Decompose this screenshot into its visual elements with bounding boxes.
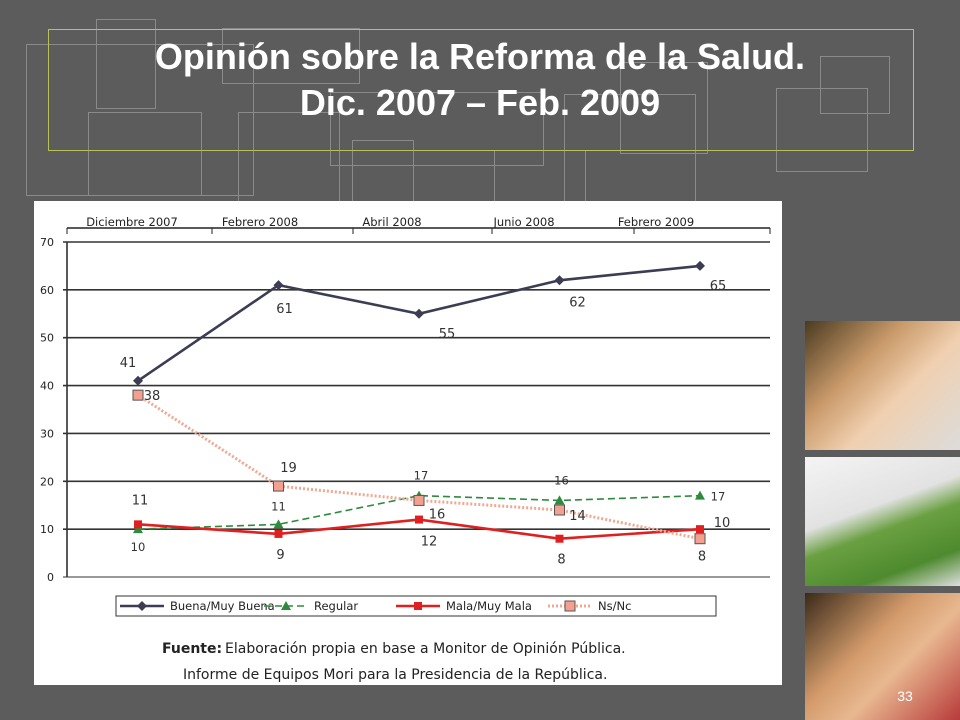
square-outline-marker (694, 533, 706, 545)
data-label: 17 (414, 469, 429, 483)
data-label: 17 (711, 490, 726, 504)
y-tick-label: 30 (40, 427, 54, 440)
data-label: 55 (439, 327, 456, 342)
diamond-marker (273, 280, 284, 291)
square-outline-marker (413, 494, 425, 506)
square-outline-marker (564, 600, 576, 612)
diamond-marker (133, 375, 143, 386)
data-label: 16 (554, 473, 569, 487)
square-marker (555, 534, 564, 543)
legend-label: Mala/Muy Mala (446, 599, 532, 613)
x-tick-label: Abril 2008 (362, 215, 421, 229)
photo-children (805, 593, 960, 720)
decorative-frame (620, 62, 708, 154)
x-tick-label: Febrero 2008 (222, 215, 298, 229)
data-label: 19 (280, 461, 297, 476)
triangle-marker (695, 490, 705, 500)
data-labels: 41 61 55 62 65 10 11 17 16 17 11 9 12 8 10 38 19 16 14 8 (120, 279, 731, 568)
diamond-marker (695, 260, 705, 271)
source-label: Fuente: (162, 641, 222, 657)
series-markers (132, 260, 706, 545)
y-tick-label: 0 (47, 571, 54, 584)
data-label: 16 (429, 507, 446, 522)
chart-panel: Diciembre 2007 Febrero 2008 Abril 2008 Juni… (34, 201, 782, 685)
data-label: 11 (271, 499, 286, 513)
triangle-marker (273, 519, 284, 529)
legend-label: Buena/Muy Buena (170, 599, 275, 613)
x-tick-label: Junio 2008 (492, 215, 554, 229)
square-marker (415, 515, 423, 524)
title-line-2: Dic. 2007 – Feb. 2009 (299, 82, 661, 123)
data-label: 8 (557, 553, 565, 568)
data-label: 9 (276, 548, 284, 563)
line-chart: Diciembre 2007 Febrero 2008 Abril 2008 Juni… (40, 215, 771, 683)
square-marker (414, 602, 422, 610)
square-outline-marker (132, 389, 144, 401)
x-axis-labels: Diciembre 2007 Febrero 2008 Abril 2008 Juni… (86, 215, 694, 229)
decorative-frame (330, 92, 544, 166)
title-line-1: Opinión sobre la Reforma de la Salud. (154, 36, 806, 77)
photo-girl-grandmother (805, 321, 960, 450)
y-axis-labels: 0 10 20 30 40 50 60 70 (40, 236, 54, 584)
y-tick-label: 40 (40, 380, 54, 393)
grid (63, 227, 771, 578)
legend-label: Regular (314, 599, 358, 613)
x-tick-label: Diciembre 2007 (86, 215, 178, 229)
data-label: 12 (421, 535, 438, 550)
square-marker (696, 525, 704, 534)
data-label: 10 (131, 540, 146, 554)
square-outline-marker (554, 504, 565, 516)
legend: Buena/Muy Buena Regular Mala/Muy Mala Ns/Nc (115, 595, 717, 617)
y-tick-label: 10 (40, 523, 54, 536)
series-line-0 (137, 264, 701, 382)
title-frame (48, 29, 914, 151)
diamond-marker (414, 308, 424, 319)
y-tick-label: 50 (40, 332, 54, 345)
data-label: 38 (144, 389, 161, 404)
decorative-frame (88, 112, 202, 196)
data-label: 61 (276, 302, 293, 317)
data-label: 10 (714, 516, 731, 531)
photo-father-baby (805, 457, 960, 586)
triangle-marker (281, 601, 291, 610)
square-marker (134, 520, 142, 529)
decorative-frame (222, 28, 360, 84)
source-line-1: Elaboración propia en base a Monitor de … (225, 641, 626, 657)
triangle-marker (133, 524, 143, 534)
data-label: 65 (710, 279, 727, 294)
square-outline-marker (273, 480, 284, 492)
slide-title: Opinión sobre la Reforma de la Salud. Di… (48, 34, 912, 126)
diamond-marker (554, 275, 565, 286)
data-label: 11 (132, 493, 149, 508)
square-marker (274, 529, 283, 538)
decorative-frame (494, 150, 586, 202)
data-label: 62 (569, 295, 586, 310)
y-tick-label: 20 (40, 475, 54, 488)
source-line-2: Informe de Equipos Mori para la Presiden… (183, 667, 607, 683)
data-label: 41 (120, 356, 137, 371)
triangle-marker (554, 495, 565, 505)
decorative-frame (820, 56, 890, 114)
page-number: 33 (897, 688, 913, 704)
y-tick-label: 70 (40, 236, 54, 249)
data-label: 14 (569, 509, 586, 524)
decorative-frame (96, 19, 156, 109)
data-label: 8 (698, 550, 706, 565)
diamond-marker (137, 601, 147, 611)
legend-label: Ns/Nc (598, 599, 631, 613)
y-tick-label: 60 (40, 284, 54, 297)
series-line-1 (137, 494, 701, 530)
decorative-frame (776, 88, 868, 172)
x-tick-label: Febrero 2009 (618, 215, 694, 229)
